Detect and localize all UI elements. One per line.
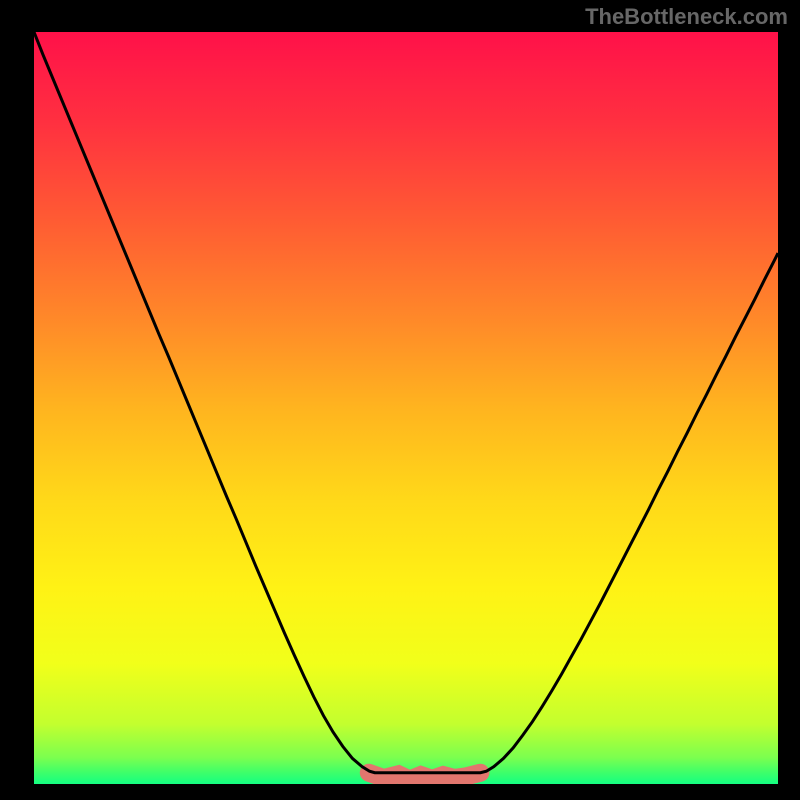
bottleneck-curve — [34, 32, 778, 773]
chart-curves-svg — [34, 32, 778, 784]
bottleneck-chart — [34, 32, 778, 784]
watermark-text: TheBottleneck.com — [585, 4, 788, 30]
